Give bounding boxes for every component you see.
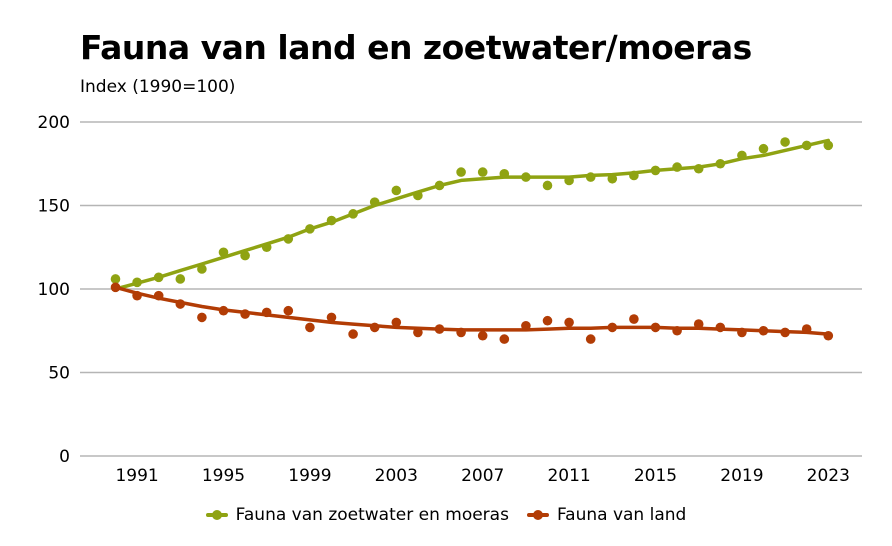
x-tick-label: 2007 bbox=[461, 466, 504, 486]
y-tick-label: 150 bbox=[38, 197, 70, 217]
x-tick-label: 2011 bbox=[547, 466, 590, 486]
data-point-land bbox=[715, 322, 726, 333]
data-point-land bbox=[521, 320, 531, 331]
data-point-land bbox=[369, 322, 380, 333]
data-point-land bbox=[153, 290, 164, 301]
trend-line-land bbox=[113, 285, 831, 336]
data-point-zoetwater bbox=[434, 180, 445, 191]
trend-line-zoetwater bbox=[113, 138, 831, 291]
data-point-land bbox=[218, 305, 229, 316]
x-tick-label: 1995 bbox=[202, 466, 245, 486]
data-point-zoetwater bbox=[132, 277, 142, 288]
legend: Fauna van zoetwater en moeras Fauna van … bbox=[0, 505, 892, 525]
data-point-land bbox=[391, 317, 402, 328]
data-point-zoetwater bbox=[564, 175, 574, 186]
data-point-zoetwater bbox=[369, 197, 380, 207]
data-point-land bbox=[413, 327, 423, 338]
data-point-zoetwater bbox=[326, 215, 337, 226]
data-point-zoetwater bbox=[391, 185, 402, 196]
data-point-land bbox=[456, 327, 466, 338]
data-point-zoetwater bbox=[499, 168, 510, 179]
data-point-land bbox=[326, 312, 337, 323]
data-point-zoetwater bbox=[585, 172, 596, 182]
x-tick-label: 2019 bbox=[720, 466, 763, 486]
legend-item-land: Fauna van land bbox=[526, 505, 687, 525]
legend-swatch-zoetwater bbox=[205, 510, 228, 520]
x-tick-label: 2015 bbox=[634, 466, 677, 486]
data-point-land bbox=[348, 329, 358, 339]
data-point-land bbox=[175, 299, 186, 309]
legend-label-zoetwater: Fauna van zoetwater en moeras bbox=[235, 505, 509, 525]
data-point-zoetwater bbox=[672, 162, 682, 172]
data-point-zoetwater bbox=[283, 234, 294, 244]
data-point-zoetwater bbox=[650, 165, 661, 176]
data-point-zoetwater bbox=[542, 180, 553, 191]
data-point-zoetwater bbox=[348, 209, 358, 219]
data-point-zoetwater bbox=[801, 140, 812, 151]
data-point-land bbox=[197, 312, 207, 323]
y-tick-label: 0 bbox=[59, 447, 70, 467]
data-point-zoetwater bbox=[261, 242, 272, 253]
data-point-zoetwater bbox=[629, 170, 639, 181]
data-point-land bbox=[650, 322, 661, 333]
data-point-land bbox=[132, 290, 142, 301]
x-tick-label: 2023 bbox=[807, 466, 850, 486]
data-point-zoetwater bbox=[693, 163, 704, 174]
y-tick-label: 100 bbox=[38, 280, 70, 300]
data-point-land bbox=[693, 319, 704, 329]
data-point-land bbox=[607, 322, 618, 333]
data-point-zoetwater bbox=[521, 172, 531, 182]
data-point-land bbox=[477, 330, 488, 341]
data-point-land bbox=[283, 305, 294, 316]
data-point-zoetwater bbox=[153, 272, 164, 283]
x-tick-label: 1991 bbox=[115, 466, 158, 486]
data-point-land bbox=[564, 317, 574, 328]
y-tick-label: 50 bbox=[48, 364, 70, 384]
data-point-zoetwater bbox=[607, 173, 618, 184]
legend-label-land: Fauna van land bbox=[556, 505, 687, 525]
legend-swatch-land bbox=[526, 510, 549, 520]
data-point-zoetwater bbox=[823, 140, 834, 151]
data-point-zoetwater bbox=[780, 137, 790, 147]
data-point-zoetwater bbox=[758, 143, 769, 154]
chart-title: Fauna van land en zoetwater/moeras bbox=[80, 28, 752, 67]
data-point-zoetwater bbox=[110, 274, 121, 284]
data-point-land bbox=[585, 334, 596, 344]
data-point-zoetwater bbox=[456, 167, 466, 177]
data-point-land bbox=[305, 322, 315, 333]
data-point-land bbox=[499, 334, 510, 344]
data-point-zoetwater bbox=[477, 167, 488, 177]
data-point-zoetwater bbox=[413, 190, 423, 201]
data-point-land bbox=[672, 325, 682, 336]
data-point-land bbox=[801, 324, 812, 334]
data-point-zoetwater bbox=[737, 150, 747, 161]
data-point-land bbox=[261, 307, 272, 318]
y-tick-label: 200 bbox=[38, 113, 70, 133]
x-tick-label: 2003 bbox=[375, 466, 418, 486]
x-tick-label: 1999 bbox=[288, 466, 331, 486]
legend-item-zoetwater: Fauna van zoetwater en moeras bbox=[205, 505, 509, 525]
data-point-land bbox=[542, 315, 553, 326]
data-point-land bbox=[737, 327, 747, 338]
data-point-land bbox=[758, 325, 769, 336]
data-point-land bbox=[240, 309, 250, 319]
data-point-zoetwater bbox=[175, 274, 186, 284]
data-point-zoetwater bbox=[305, 224, 315, 234]
data-point-zoetwater bbox=[715, 158, 726, 169]
data-point-zoetwater bbox=[240, 250, 250, 261]
data-point-zoetwater bbox=[218, 247, 229, 258]
data-point-land bbox=[110, 282, 121, 293]
data-point-land bbox=[434, 324, 445, 334]
data-point-land bbox=[629, 314, 639, 324]
data-point-land bbox=[780, 327, 790, 338]
data-point-zoetwater bbox=[197, 264, 207, 274]
data-point-land bbox=[823, 330, 834, 341]
chart-subtitle: Index (1990=100) bbox=[80, 77, 236, 97]
